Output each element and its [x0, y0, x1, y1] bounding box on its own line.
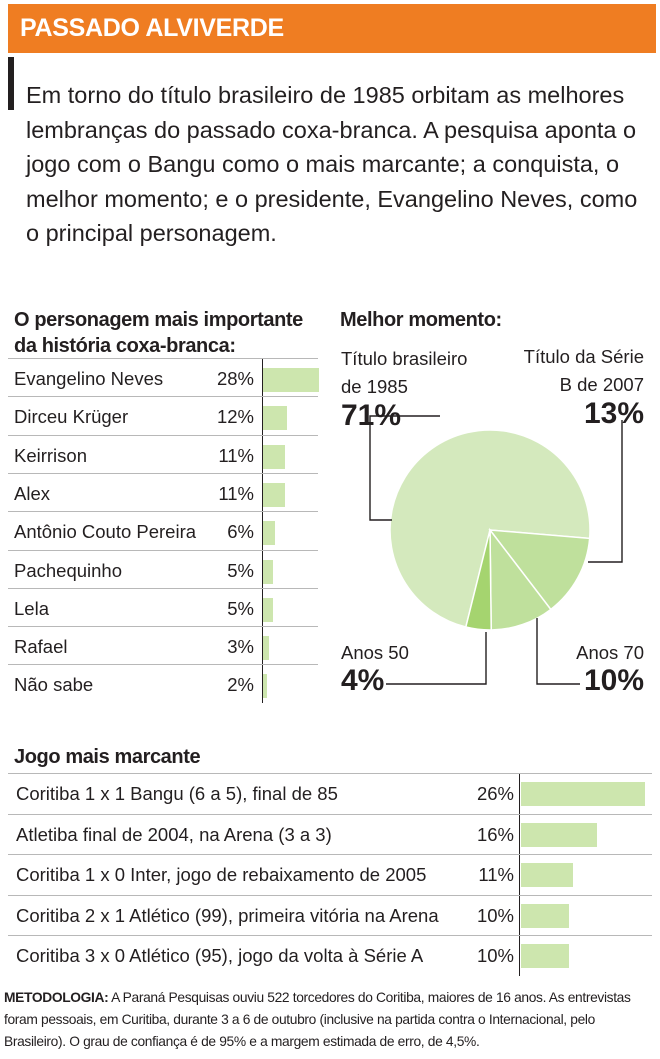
chart1-title-line2: da história coxa-branca:: [14, 335, 236, 357]
chart1-category-label: Alex: [14, 482, 50, 504]
chart1-value-label: 5%: [227, 597, 254, 619]
chart1-category-label: Rafael: [14, 636, 68, 658]
chart3-category-label: Coritiba 1 x 1 Bangu (6 a 5), final de 8…: [16, 783, 338, 804]
chart1-value-label: 2%: [227, 674, 254, 696]
chart3-bar: [521, 903, 569, 928]
chart1-row-line: [8, 664, 318, 666]
chart1-category-label: Lela: [14, 597, 49, 619]
pie-label-2007-line2: B de 2007: [559, 374, 644, 395]
intro-rule: [8, 57, 14, 110]
page-title: PASSADO ALVIVERDE: [20, 14, 284, 42]
chart3-title: Jogo mais marcante: [14, 746, 201, 768]
chart1-bar: [263, 674, 267, 699]
chart1-bar: [263, 559, 273, 584]
chart1-bar: [263, 636, 269, 661]
chart3-row-line: [8, 935, 652, 936]
chart1-category-label: Evangelino Neves: [14, 368, 164, 389]
chart2-pie: [369, 415, 623, 685]
chart1-bar: [263, 597, 273, 622]
pie-slice: [488, 529, 591, 611]
chart3-category-label: Coritiba 1 x 0 Inter, jogo de rebaixamen…: [16, 864, 427, 885]
chart3-row-line: [8, 854, 652, 855]
chart3-category-label: Coritiba 3 x 0 Atlético (95), jogo da vo…: [16, 945, 424, 966]
chart1-category-label: Dirceu Krüger: [14, 406, 129, 428]
chart3-row-line: [8, 773, 652, 774]
methodology: METODOLOGIA: A Paraná Pesquisas ouviu 52…: [4, 987, 656, 1053]
chart1-bar: [263, 482, 285, 507]
chart1-row-line: [8, 434, 318, 436]
pie-label-1985-line1: Título brasileiro: [341, 348, 468, 369]
chart3-jogo: Coritiba 1 x 1 Bangu (6 a 5), final de 8…: [8, 773, 660, 976]
pie-leader-line: [588, 420, 623, 563]
chart3-row-line: [8, 894, 652, 896]
chart3-value-label: 16%: [476, 823, 514, 845]
chart1-category-label: Antônio Couto Pereira: [14, 521, 197, 543]
chart3-divider: [519, 773, 520, 976]
chart3-value-label: 10%: [476, 904, 514, 926]
pie-label-2007-line1: Título da Série: [523, 346, 644, 367]
pie-pct-2007: 13%: [583, 397, 644, 430]
chart1-bar: [263, 406, 287, 431]
pie-pct-1985: 71%: [341, 399, 402, 432]
chart1-value-label: 6%: [227, 521, 254, 543]
chart3-value-label: 26%: [476, 783, 514, 804]
chart1-value-label: 11%: [218, 482, 254, 504]
pie-leader-line: [536, 618, 580, 685]
chart3-bar: [521, 782, 645, 806]
pie-leader-line: [369, 415, 440, 521]
chart1-value-label: 28%: [216, 368, 254, 389]
chart1-category-label: Keirrison: [14, 444, 87, 466]
chart1-category-label: Não sabe: [14, 674, 94, 696]
pie-pct-anos50: 4%: [341, 664, 385, 697]
chart1-value-label: 3%: [227, 636, 254, 658]
chart3-category-label: Atletiba final de 2004, na Arena (3 a 3): [16, 823, 332, 845]
chart3-bar: [521, 863, 574, 887]
chart3-value-label: 11%: [478, 864, 514, 885]
chart1-bar: [263, 368, 319, 392]
chart3-category-label: Coritiba 2 x 1 Atlético (99), primeira v…: [16, 904, 439, 926]
chart2-title: Melhor momento:: [340, 309, 502, 331]
chart1-row-line: [8, 549, 318, 551]
chart3-value-label: 10%: [476, 945, 514, 966]
pie-slice: [389, 429, 591, 628]
methodology-text: A Paraná Pesquisas ouviu 522 torcedores …: [4, 990, 631, 1049]
chart1-value-label: 12%: [216, 406, 254, 428]
chart1-divider: [262, 358, 263, 703]
methodology-label: METODOLOGIA:: [4, 990, 109, 1005]
chart3-bar: [521, 822, 598, 847]
pie-slice: [464, 529, 492, 631]
chart1-row-line: [8, 396, 318, 398]
chart3-bar: [521, 944, 569, 968]
pie-label-anos50: Anos 50: [341, 642, 409, 663]
chart1-row-line: [8, 472, 318, 474]
chart1-row-line: [8, 626, 318, 628]
chart1-row-line: [8, 511, 318, 513]
chart1-bar: [263, 444, 285, 469]
pie-label-1985-line2: de 1985: [341, 376, 408, 397]
chart1-row-line: [8, 587, 318, 589]
chart1-bar: [263, 521, 275, 546]
pie-label-anos70: Anos 70: [576, 642, 644, 663]
chart3-row-line: [8, 813, 652, 815]
pie-pct-anos70: 10%: [583, 664, 644, 697]
intro-text: Em torno do título brasileiro de 1985 or…: [26, 82, 638, 246]
chart1-row-line: [8, 358, 318, 359]
pie-leader-line: [386, 632, 487, 685]
chart1-value-label: 5%: [227, 559, 254, 581]
chart1-category-label: Pachequinho: [14, 559, 123, 581]
chart1-personagem: Evangelino Neves 28% Dirceu Krüger 12% Keirr…: [8, 358, 319, 708]
header-bar: [8, 4, 656, 53]
chart1-title-line1: O personagem mais importante: [14, 309, 303, 331]
chart1-value-label: 11%: [218, 444, 254, 466]
